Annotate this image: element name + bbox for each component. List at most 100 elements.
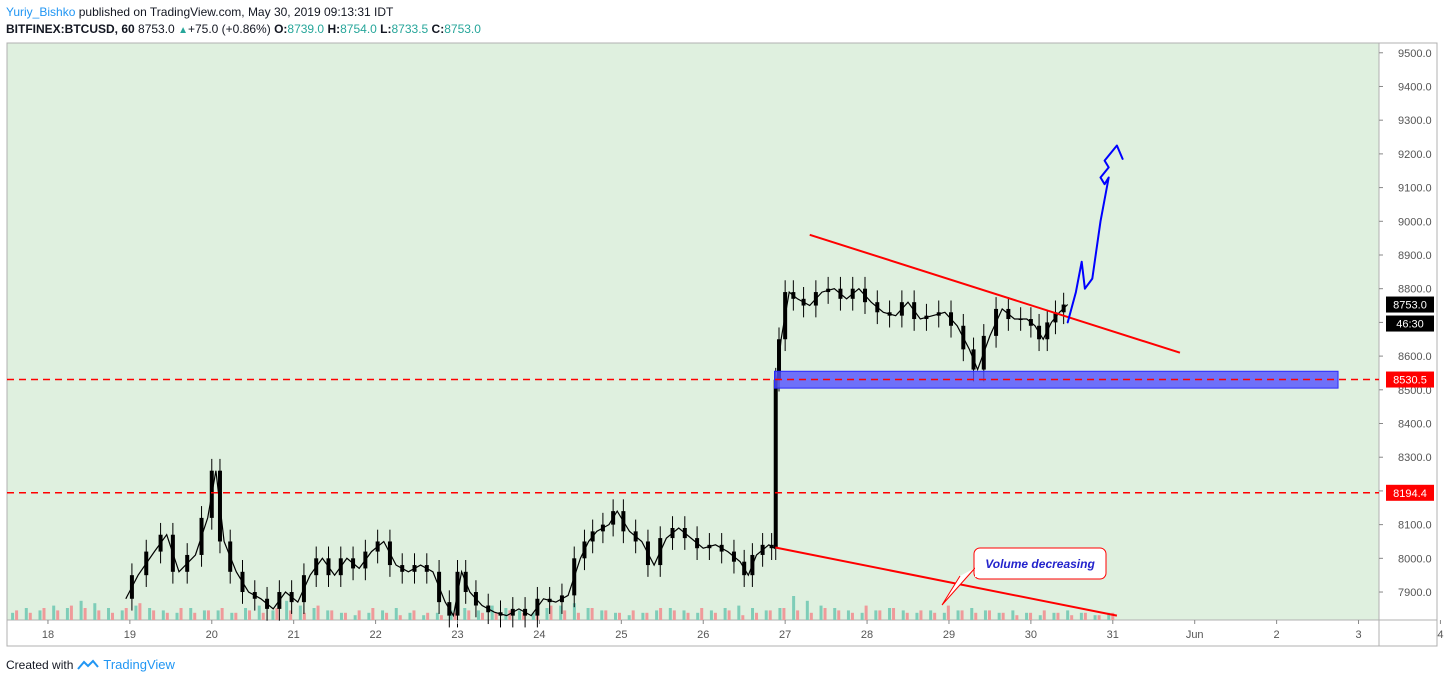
candle-body [217, 470, 222, 542]
y-tick-label: 9000.0 [1398, 216, 1432, 228]
volume-bar-down [426, 612, 430, 620]
volume-bar-up [600, 610, 604, 620]
trend-lines[interactable] [775, 233, 1181, 617]
x-tick-label: 24 [533, 629, 545, 641]
candle-body [850, 288, 855, 299]
volume-bar-down [248, 610, 252, 620]
volume-bar-up [107, 608, 111, 620]
last-price: 8753.0 [138, 22, 175, 36]
author-link[interactable]: Yuriy_Bishko [6, 5, 76, 19]
volume-callout[interactable]: Volume decreasing [941, 547, 1107, 606]
volume-bar-down [1056, 612, 1060, 620]
volume-bar-down [960, 610, 964, 620]
volume-bar-up [298, 605, 302, 620]
low-value: 8733.5 [391, 22, 429, 36]
volume-bar-down [686, 612, 690, 620]
volume-bar-down [768, 610, 772, 620]
volume-bar-down [741, 615, 745, 620]
time-axis[interactable] [6, 619, 1380, 647]
x-tick-label: 27 [779, 629, 791, 641]
volume-bar-down [919, 610, 923, 620]
candle-body [473, 592, 478, 606]
candle-body [351, 558, 356, 569]
volume-bar-down [782, 608, 786, 620]
candle-body [760, 544, 765, 555]
y-tick-label: 7900.0 [1398, 587, 1432, 599]
candle-body [783, 292, 788, 340]
volume-bar-up [805, 600, 809, 620]
volume-bar-down [755, 612, 759, 620]
volume-bar-up [422, 615, 426, 620]
x-tick-label: 18 [42, 629, 54, 641]
volume-bar-down [69, 605, 73, 620]
candle-body [158, 534, 163, 552]
volume-bar-up [52, 605, 56, 620]
volume-bar-down [124, 608, 128, 620]
y-tick-label: 9500.0 [1398, 48, 1432, 60]
candle-body [240, 571, 245, 593]
projection-arrow[interactable] [1066, 144, 1124, 324]
volume-bar-down [1001, 612, 1005, 620]
candle-body [936, 312, 941, 316]
volume-bar-down [796, 610, 800, 620]
tradingview-brand[interactable]: TradingView [103, 657, 175, 672]
price-label-bg [1386, 315, 1434, 332]
close-value: 8753.0 [444, 22, 481, 36]
candle-body [731, 551, 736, 562]
volume-bar-up [79, 600, 83, 620]
candle-body [199, 517, 204, 555]
volume-bar-up [1025, 612, 1029, 620]
candle-body [289, 592, 294, 603]
candle-body [658, 538, 663, 566]
candle-body [1045, 322, 1050, 340]
candle-body [1037, 325, 1042, 340]
candle-body [510, 608, 515, 616]
symbol-label[interactable]: BITFINEX:BTCUSD, 60 [6, 22, 135, 36]
volume-bar-up [682, 610, 686, 620]
y-tick-label: 9100.0 [1398, 183, 1432, 195]
x-tick-label: 21 [288, 629, 300, 641]
volume-bar-up [833, 608, 837, 620]
volume-bar-down [892, 608, 896, 620]
volume-bar-down [850, 612, 854, 620]
y-tick-label: 8900.0 [1398, 250, 1432, 262]
volume-bar-down [672, 610, 676, 620]
volume-bar-up [531, 612, 535, 620]
candle-body [863, 288, 868, 303]
candle-body [611, 511, 616, 525]
candle-body [437, 571, 442, 603]
volume-trendline [775, 546, 1118, 617]
volume-bar-up [230, 612, 234, 620]
volume-bar-down [1111, 612, 1115, 620]
volume-bar-up [216, 610, 220, 620]
candle-body [363, 551, 368, 569]
y-tick-label: 9400.0 [1398, 81, 1432, 93]
volume-bar-up [970, 608, 974, 620]
volume-bar-up [641, 612, 645, 620]
volume-bar-down [617, 612, 621, 620]
volume-bar-up [38, 610, 42, 620]
volume-bar-down [385, 612, 389, 620]
volume-bar-down [946, 605, 950, 620]
volume-bar-down [1070, 615, 1074, 620]
candle-body [400, 565, 405, 572]
x-tick-label: 28 [861, 629, 873, 641]
candle-body [523, 608, 528, 616]
volume-bar-down [42, 608, 46, 620]
volume-bar-down [234, 612, 238, 620]
volume-bar-down [1097, 615, 1101, 620]
footer: Created with TradingView [6, 657, 175, 672]
horizontal-levels[interactable] [7, 378, 1379, 494]
volume-bar-up [778, 608, 782, 620]
volume-bar-down [933, 612, 937, 620]
candle-body [170, 534, 175, 572]
candle-body [924, 315, 929, 320]
volume-bar-up [997, 612, 1001, 620]
plot-area[interactable] [6, 42, 1380, 621]
low-label: L: [380, 22, 392, 36]
volume-bar-down [302, 612, 306, 620]
volume-bars [11, 596, 1115, 620]
volume-bar-up [613, 612, 617, 620]
axis-corner [1378, 619, 1438, 647]
